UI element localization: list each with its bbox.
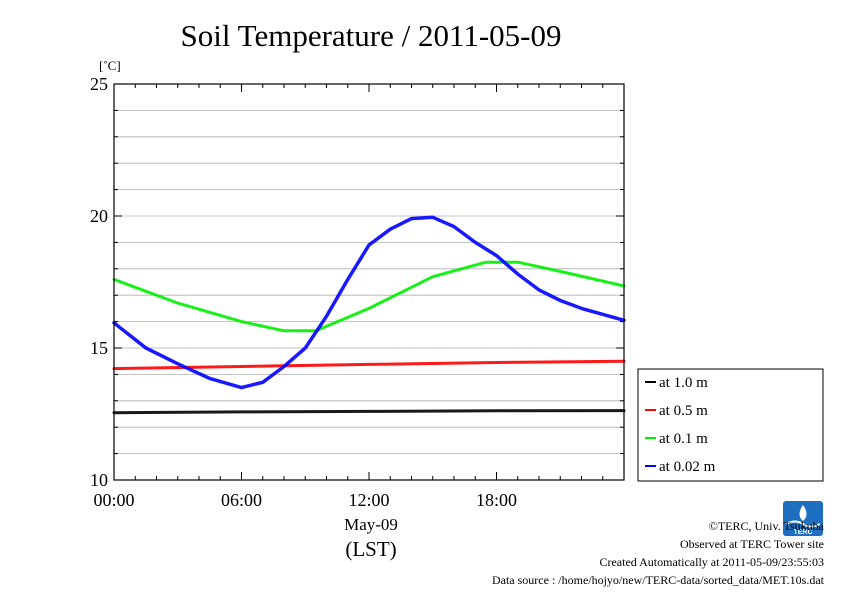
x-tick-label: 18:00 <box>476 490 517 510</box>
x-tick-label: 06:00 <box>221 490 262 510</box>
y-tick-label: 15 <box>90 338 108 358</box>
series-line-at-0-5-m <box>112 359 626 371</box>
x-axis-date-label: May-09 <box>344 515 398 534</box>
chart-title: Soil Temperature / 2011-05-09 <box>181 18 562 53</box>
terc-logo: TERC <box>783 501 823 536</box>
y-tick-label: 20 <box>90 206 108 226</box>
plot-frame <box>113 83 625 481</box>
series-line-at-0-02-m <box>112 215 626 390</box>
series-line-at-0-1-m <box>112 260 626 333</box>
x-tick-label: 00:00 <box>93 490 134 510</box>
x-axis-unit-label: (LST) <box>345 537 396 561</box>
legend-label: at 1.0 m <box>659 375 708 391</box>
grid-lines <box>114 110 624 455</box>
y-axis-unit-label: [˚C] <box>99 58 121 73</box>
wave-icon <box>785 520 821 528</box>
terc-logo-text: TERC <box>793 529 812 536</box>
created-text: Created Automatically at 2011-05-09/23:5… <box>599 555 824 569</box>
data-source-text: Data source : /home/hojyo/new/TERC-data/… <box>491 573 824 587</box>
y-axis-ticks: 10 15 20 25 <box>90 74 624 490</box>
x-axis-ticks: 00:00 06:00 12:00 18:00 <box>93 84 625 510</box>
series-lines <box>112 215 626 415</box>
legend-box <box>637 368 824 482</box>
water-drop-icon <box>799 505 807 521</box>
y-tick-label: 10 <box>90 470 108 490</box>
legend-label: at 0.02 m <box>659 459 716 475</box>
copyright-text: ©TERC, Univ. Tsukuba <box>708 519 824 533</box>
x-tick-label: 12:00 <box>348 490 389 510</box>
legend-label: at 0.1 m <box>659 431 708 447</box>
observed-text: Observed at TERC Tower site <box>679 537 824 551</box>
legend-label: at 0.5 m <box>659 403 708 419</box>
legend: at 1.0 m at 0.5 m at 0.1 m at 0.02 m <box>637 368 824 482</box>
y-tick-label: 25 <box>90 74 108 94</box>
series-line-at-1-0-m <box>112 409 626 415</box>
